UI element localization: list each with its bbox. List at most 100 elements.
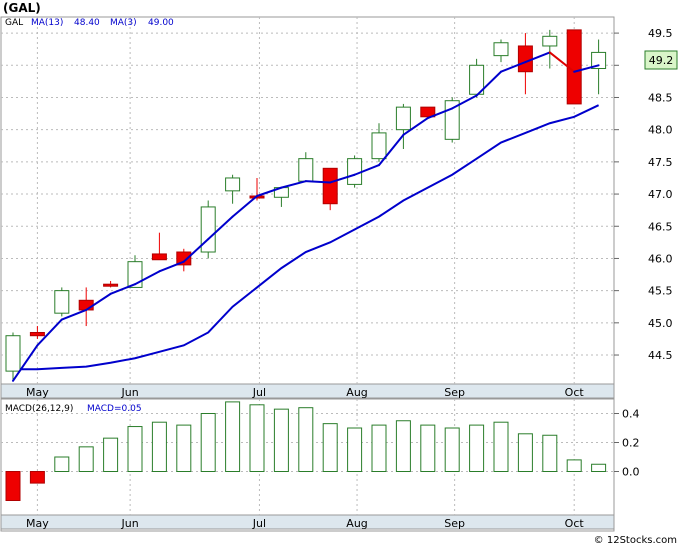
ma13-line [13, 104, 600, 371]
candle-body [5, 335, 21, 372]
price-x-labels: May Jun Jul Aug Sep Oct [26, 386, 584, 399]
ma3-segment [182, 238, 210, 263]
price-y-ticks: 44.545.045.546.046.547.047.548.048.549.0… [614, 27, 673, 362]
macd-bar [322, 423, 338, 472]
macd-bar [273, 408, 289, 472]
macd-value-label: MACD=0.05 [87, 404, 142, 414]
candle [322, 167, 338, 211]
price-tick-label: 45.5 [648, 285, 673, 298]
macd-bar [151, 421, 167, 473]
price-x-label: Jun [121, 386, 139, 399]
candle-body [225, 177, 241, 192]
price-x-label: Aug [346, 386, 367, 399]
ma3-segment [500, 61, 527, 73]
candle [103, 280, 119, 288]
candle-body [517, 45, 533, 73]
candle-body [127, 261, 143, 288]
candle-body [371, 132, 387, 160]
ma3-segment [134, 270, 161, 286]
candle-body [78, 299, 94, 311]
candle-body [151, 253, 167, 261]
legend-ma3-value: 49.00 [148, 18, 174, 28]
copyright-footer: © 12Stocks.com [594, 535, 677, 546]
macd-bar [78, 446, 94, 473]
candles [5, 29, 607, 381]
macd-bar [200, 413, 216, 472]
macd-tick-label: 0.2 [622, 437, 640, 450]
macd-bar [420, 424, 436, 473]
candle-body [298, 158, 314, 182]
price-xaxis-strip [0, 383, 615, 399]
ma3-segment [304, 180, 332, 184]
price-panel: 44.5 45.0 45.5 46.0 46.5 47.0 47.5 48.0 48.5 49.0… [0, 1, 678, 399]
price-plot-frame [0, 16, 615, 390]
macd-bar [591, 463, 607, 472]
price-legend: GAL MA(13) 48.40 MA(3) 49.00 [5, 18, 174, 28]
candle-body [420, 106, 436, 118]
legend-symbol: GAL [5, 18, 23, 28]
macd-vertical-gridlines [36, 399, 575, 515]
ma3-segment [280, 180, 307, 189]
macd-x-label: May [26, 517, 49, 530]
macd-bar [517, 433, 533, 472]
candle [591, 39, 607, 95]
candle [395, 103, 411, 149]
ma3-segment [402, 117, 429, 136]
macd-bar [54, 456, 70, 472]
macd-tick-label: 0.0 [622, 466, 640, 479]
macd-bar [395, 420, 411, 472]
macd-x-label: Jul [252, 517, 266, 530]
ma3-segment [329, 173, 356, 184]
candle-body [395, 106, 411, 131]
candle-body [200, 206, 216, 253]
candle [493, 39, 509, 63]
price-x-label: May [26, 386, 49, 399]
candle [151, 232, 167, 261]
ma3-segment [573, 64, 600, 73]
macd-title: MACD(26,12,9) [5, 404, 73, 414]
legend-ma13-label: MA(13) [31, 18, 63, 28]
ma3-segment [36, 318, 63, 347]
candle-body [103, 283, 119, 287]
macd-x-label: Oct [565, 517, 585, 530]
ma3-segment [451, 94, 478, 110]
candle [127, 255, 143, 288]
price-tick-label: 45.0 [648, 317, 673, 330]
ma3-segment [60, 308, 88, 321]
ma3-segment [231, 194, 258, 218]
candle [54, 287, 70, 317]
ma3-segment [158, 260, 185, 273]
macd-bars [5, 401, 607, 501]
ma3-segment [85, 292, 112, 311]
macd-x-label: Aug [346, 517, 367, 530]
candle-body [29, 331, 45, 337]
candle-body [493, 42, 509, 57]
macd-bar [444, 427, 460, 472]
ma3-segment [12, 344, 39, 382]
price-tick-label: 47.5 [648, 156, 673, 169]
candle-body [591, 51, 607, 70]
legend-ma3-label: MA(3) [110, 18, 137, 28]
price-horizontal-gridlines [1, 32, 614, 356]
price-tick-label: 48.0 [648, 124, 673, 137]
candle [347, 155, 363, 188]
price-x-label: Jul [252, 386, 266, 399]
candle [176, 248, 192, 272]
candle-body [322, 167, 338, 205]
ma3-segment [426, 107, 454, 120]
ma3-segment [475, 70, 502, 97]
macd-x-labels: May Jun Jul Aug Sep Oct [26, 517, 584, 530]
ma3-segment [378, 133, 405, 167]
ma3-segment [353, 164, 380, 176]
ma3-segment [548, 51, 576, 73]
candle [200, 200, 216, 259]
candle-body [347, 158, 363, 185]
macd-x-label: Jun [121, 517, 139, 530]
ma3-segment [524, 51, 551, 64]
price-tick-label: 49.5 [648, 27, 673, 40]
price-tick-label: 44.5 [648, 349, 673, 362]
candle [517, 33, 533, 95]
macd-bar [566, 459, 582, 472]
candle [542, 29, 558, 69]
